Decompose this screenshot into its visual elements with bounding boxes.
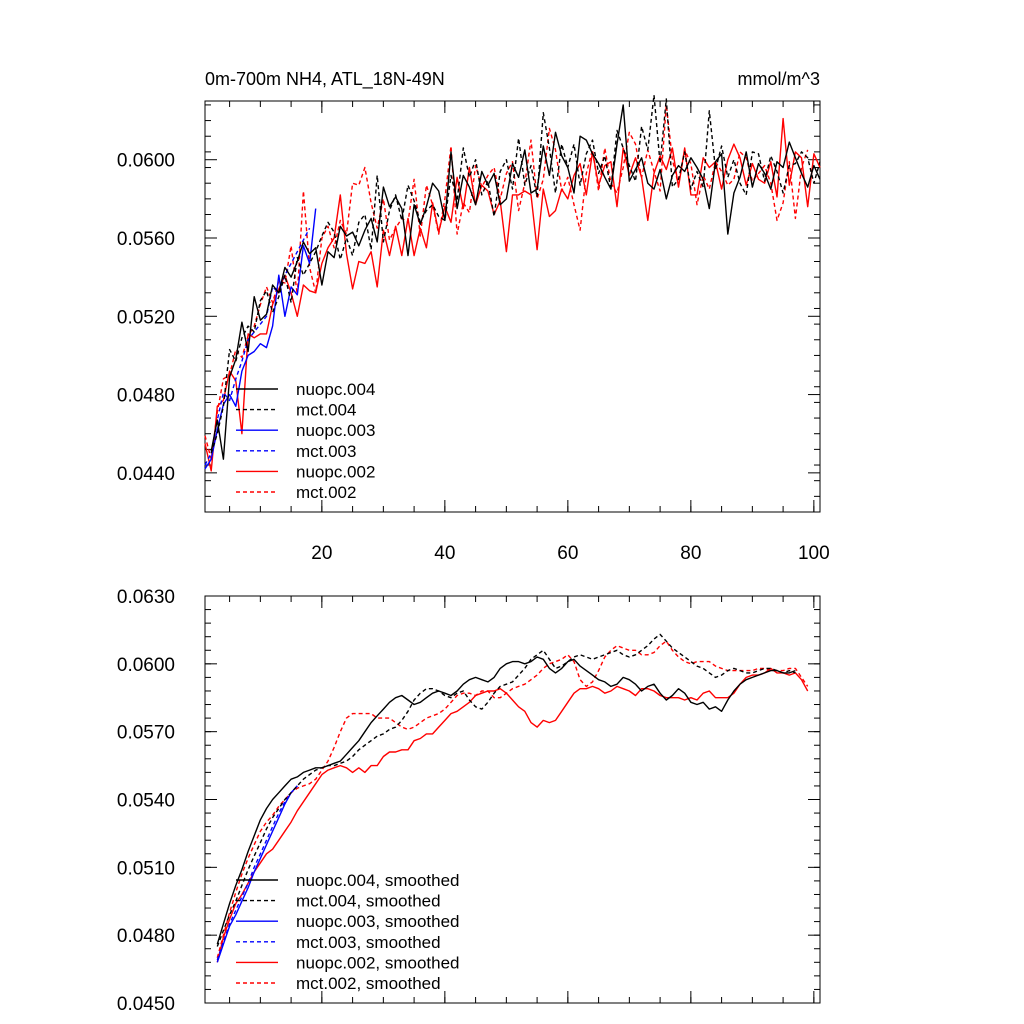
top-legend-label: nuopc.003 <box>296 421 375 440</box>
top-y-tick-label: 0.0560 <box>117 229 175 250</box>
top-chart-series <box>204 94 821 472</box>
top-legend-label: mct.003 <box>296 442 356 461</box>
top-y-tick-label: 0.0600 <box>117 151 175 172</box>
top-legend-label: mct.002 <box>296 483 356 502</box>
top-series-nuopc-002 <box>204 117 821 472</box>
bottom-y-tick-label: 0.0630 <box>117 587 175 608</box>
bottom-y-tick-label: 0.0450 <box>117 994 175 1015</box>
bottom-series-nuopc-003-smoothed <box>216 785 298 963</box>
top-y-tick-label: 0.0480 <box>117 386 175 407</box>
bottom-chart-axes: 0.0450 0.0480 0.0510 0.0540 0.0570 0.0600 0.06… <box>117 587 821 1015</box>
bottom-legend-label: mct.004, smoothed <box>296 892 441 911</box>
top-chart-axes: 0.0440 0.0480 0.0520 0.0560 0.0600 20 40 60 80 10… <box>117 100 830 564</box>
top-series-mct-004 <box>210 94 821 454</box>
bottom-series-nuopc-004-smoothed <box>216 656 796 945</box>
top-series-nuopc-004 <box>210 104 821 460</box>
top-series-mct-002 <box>204 104 809 460</box>
bottom-chart: 0.0450 0.0480 0.0510 0.0540 0.0570 0.0600 0.06… <box>117 587 821 1015</box>
top-x-tick-label: 60 <box>557 543 578 564</box>
top-y-tick-label: 0.0520 <box>117 307 175 328</box>
bottom-series-mct-004-smoothed <box>216 633 796 947</box>
bottom-chart-series <box>216 633 809 963</box>
bottom-legend-label: mct.002, smoothed <box>296 974 441 993</box>
bottom-series-mct-002-smoothed <box>216 640 809 958</box>
top-legend-label: nuopc.002 <box>296 462 375 481</box>
top-legend-label: mct.004 <box>296 401 356 420</box>
top-x-tick-label: 80 <box>680 543 701 564</box>
bottom-legend-label: nuopc.002, smoothed <box>296 953 460 972</box>
bottom-y-tick-label: 0.0600 <box>117 655 175 676</box>
top-chart-title: 0m-700m NH4, ATL_18N-49N <box>205 69 445 90</box>
top-series-mct-003 <box>204 227 311 466</box>
bottom-series-mct-003-smoothed <box>216 785 298 961</box>
top-x-tick-label: 100 <box>798 543 830 564</box>
top-chart-units: mmol/m^3 <box>738 69 820 89</box>
top-x-tick-label: 40 <box>434 543 455 564</box>
bottom-legend-label: nuopc.004, smoothed <box>296 871 460 890</box>
bottom-y-tick-label: 0.0540 <box>117 791 175 812</box>
bottom-y-tick-label: 0.0480 <box>117 926 175 947</box>
top-plot-frame <box>204 100 821 513</box>
top-legend-label: nuopc.004 <box>296 380 375 399</box>
bottom-y-tick-label: 0.0570 <box>117 723 175 744</box>
bottom-series-nuopc-002-smoothed <box>216 667 809 963</box>
bottom-y-tick-label: 0.0510 <box>117 858 175 879</box>
bottom-legend-label: nuopc.003, smoothed <box>296 912 460 931</box>
top-x-tick-label: 20 <box>311 543 332 564</box>
top-y-tick-label: 0.0440 <box>117 464 175 485</box>
top-chart: 0m-700m NH4, ATL_18N-49N mmol/m^3 0.0440… <box>117 69 830 564</box>
bottom-legend-label: mct.003, smoothed <box>296 933 441 952</box>
